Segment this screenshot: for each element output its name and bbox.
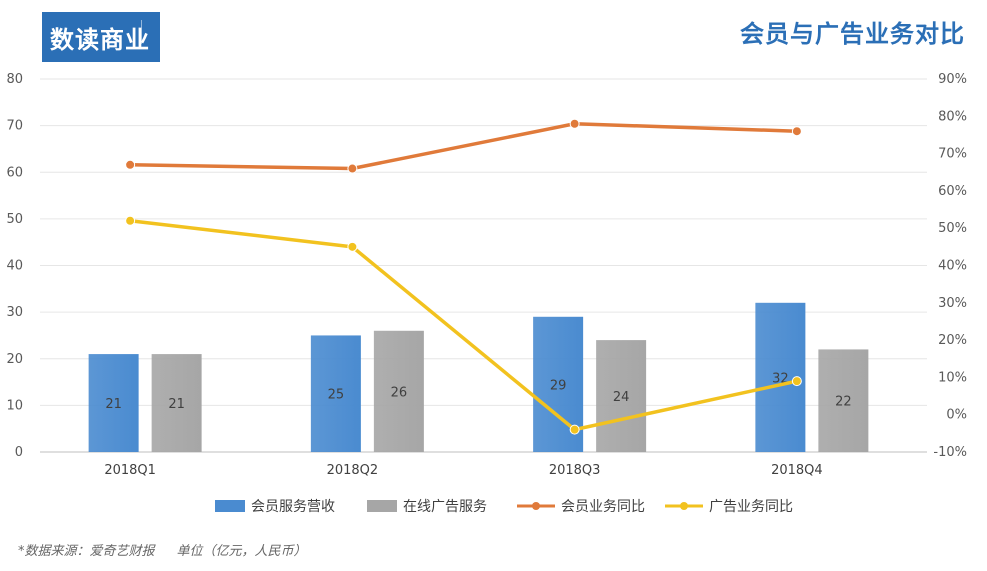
left-tick-label: 50 (6, 212, 23, 227)
legend-label: 会员业务同比 (561, 499, 645, 515)
right-tick-label: 90% (938, 72, 967, 87)
bar-value-label: 22 (835, 395, 852, 410)
category-label: 2018Q1 (104, 463, 156, 478)
left-axis-ticks: 0 10 20 30 40 50 60 70 80 (6, 72, 23, 460)
left-tick-label: 70 (6, 119, 23, 134)
legend-marker (532, 502, 540, 510)
right-tick-label: 30% (938, 296, 967, 311)
line-point (347, 241, 358, 252)
line-point (569, 424, 580, 435)
left-tick-label: 10 (6, 398, 23, 413)
bar (151, 354, 202, 452)
category-labels: 2018Q1 2018Q2 2018Q3 2018Q4 (104, 463, 822, 478)
bar-value-label: 21 (168, 397, 185, 412)
unit-text: 单位（亿元，人民币） (176, 544, 307, 559)
source-text: *数据来源：爱奇艺财报 (18, 544, 155, 559)
line-point (125, 159, 136, 170)
line-point (569, 118, 580, 129)
bar-value-label: 26 (391, 385, 408, 400)
lines (125, 118, 802, 435)
bar (310, 335, 361, 452)
right-axis-ticks: -10% 0% 10% 20% 30% 40% 50% 60% 70% 80% 90% (933, 72, 967, 460)
logo-text: 数读商业 (50, 24, 150, 54)
right-tick-label: 60% (938, 184, 967, 199)
bars (88, 302, 869, 452)
legend-marker (680, 502, 688, 510)
legend-swatch (215, 500, 245, 512)
line-point (347, 163, 358, 174)
right-tick-label: 80% (938, 109, 967, 124)
right-tick-label: -10% (933, 445, 967, 460)
left-tick-label: 0 (15, 445, 23, 460)
left-tick-label: 80 (6, 72, 23, 87)
right-tick-label: 50% (938, 221, 967, 236)
line-point (791, 126, 802, 137)
legend-label: 在线广告服务 (403, 499, 487, 515)
left-tick-label: 40 (6, 259, 23, 274)
legend-label: 广告业务同比 (709, 499, 793, 515)
chart-title: 会员与广告业务对比 (740, 20, 965, 48)
series-line (130, 122, 797, 171)
logo: 数读商业 (42, 12, 160, 62)
bar (596, 340, 647, 452)
bar-value-label: 25 (328, 388, 345, 403)
line-point (791, 376, 802, 387)
bar-value-label: 21 (105, 397, 122, 412)
series-line (129, 219, 798, 432)
right-tick-label: 10% (938, 370, 967, 385)
bar (818, 349, 869, 452)
logo-decoration (141, 20, 156, 44)
combo-chart: 0 10 20 30 40 50 60 70 80 -10% 0% 10% 20% 30% 40% 50% 6… (6, 72, 967, 515)
right-tick-label: 20% (938, 333, 967, 348)
category-label: 2018Q3 (549, 463, 601, 478)
category-label: 2018Q4 (771, 463, 823, 478)
left-tick-label: 20 (6, 352, 23, 367)
bar (88, 354, 139, 452)
left-tick-label: 30 (6, 305, 23, 320)
source-note: *数据来源：爱奇艺财报 单位（亿元，人民币） (18, 540, 307, 559)
legend-label: 会员服务营收 (251, 499, 335, 515)
category-label: 2018Q2 (327, 463, 379, 478)
right-tick-label: 70% (938, 147, 967, 162)
bar (373, 330, 424, 452)
right-tick-label: 0% (946, 408, 967, 423)
right-tick-label: 40% (938, 259, 967, 274)
bar-value-label: 29 (550, 378, 567, 393)
left-tick-label: 60 (6, 165, 23, 180)
legend-swatch (367, 500, 397, 512)
legend: 会员服务营收 在线广告服务 会员业务同比 广告业务同比 (215, 499, 793, 515)
bar-value-label: 24 (613, 390, 630, 405)
line-point (125, 215, 136, 226)
